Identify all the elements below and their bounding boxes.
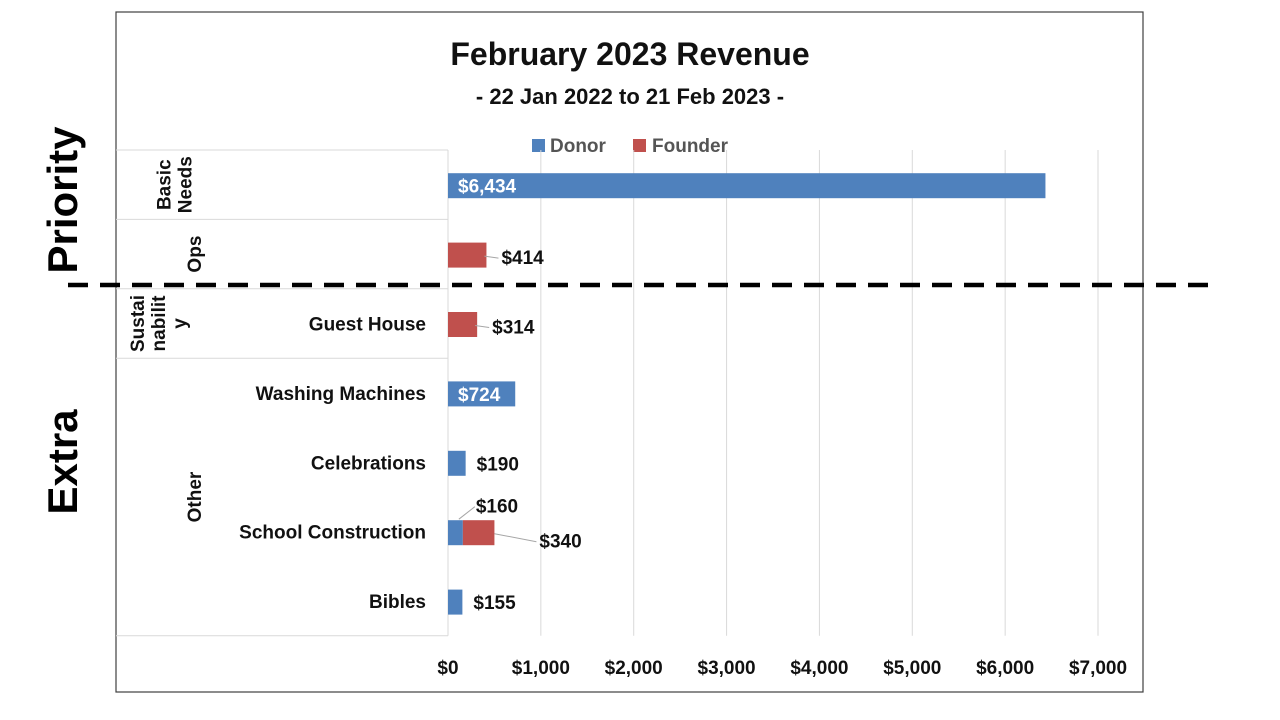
bar-founder	[448, 242, 487, 268]
legend-swatch-founder	[633, 139, 646, 152]
bars	[448, 173, 1046, 615]
category-label: School Construction	[239, 523, 426, 544]
x-tick-label: $2,000	[605, 658, 663, 679]
bar-donor	[448, 589, 463, 615]
legend-label-donor: Donor	[550, 136, 607, 157]
data-label: $160	[476, 497, 518, 518]
group-label: Other	[185, 471, 206, 522]
chart-subtitle: - 22 Jan 2022 to 21 Feb 2023 -	[476, 84, 784, 109]
category-table: BasicNeeds Ops Sustainability Other Guest Ho…	[116, 149, 449, 637]
bar-donor	[448, 173, 1046, 199]
legend-label-founder: Founder	[652, 136, 729, 157]
x-tick-label: $6,000	[976, 658, 1034, 679]
bar-founder	[448, 312, 478, 337]
legend-swatch-donor	[532, 139, 545, 152]
leader-line	[458, 506, 476, 520]
bar-donor	[448, 520, 463, 546]
group-label: Sustainability	[128, 295, 191, 352]
chart-title: February 2023 Revenue	[450, 36, 809, 72]
data-label: $724	[458, 385, 501, 406]
x-tick-label: $3,000	[698, 658, 756, 679]
data-labels: $6,434 $414 $314 $724 $190 $160 $340 $155	[458, 177, 582, 614]
category-label: Guest House	[309, 315, 426, 336]
bar-founder	[462, 520, 495, 546]
x-tick-label: $4,000	[790, 658, 848, 679]
section-label-priority: Priority	[39, 126, 86, 274]
data-label: $155	[473, 593, 516, 614]
x-axis-ticks: $0 $1,000 $2,000 $3,000 $4,000 $5,000 $6,000 $7…	[437, 658, 1127, 679]
bar-donor	[448, 381, 516, 407]
section-label-extra: Extra	[39, 409, 86, 515]
category-label: Bibles	[369, 592, 426, 613]
x-tick-label: $5,000	[883, 658, 941, 679]
data-label: $314	[492, 318, 535, 339]
data-label: $6,434	[458, 177, 517, 198]
chart-frame	[115, 11, 1144, 693]
category-label: Washing Machines	[256, 384, 426, 405]
group-label: BasicNeeds	[155, 156, 197, 213]
group-label: Ops	[185, 236, 206, 273]
leader-line	[484, 255, 499, 259]
leader-line	[494, 533, 537, 543]
data-label: $340	[539, 532, 581, 553]
gridlines	[540, 150, 1099, 636]
bar-donor	[448, 450, 466, 476]
x-tick-label: $0	[437, 658, 458, 679]
x-tick-label: $1,000	[512, 658, 570, 679]
data-label: $414	[501, 248, 544, 269]
category-label: Celebrations	[311, 453, 426, 474]
leader-line	[475, 325, 490, 328]
x-tick-label: $7,000	[1069, 658, 1127, 679]
legend: Donor Founder	[532, 136, 729, 157]
data-label: $190	[477, 454, 519, 475]
